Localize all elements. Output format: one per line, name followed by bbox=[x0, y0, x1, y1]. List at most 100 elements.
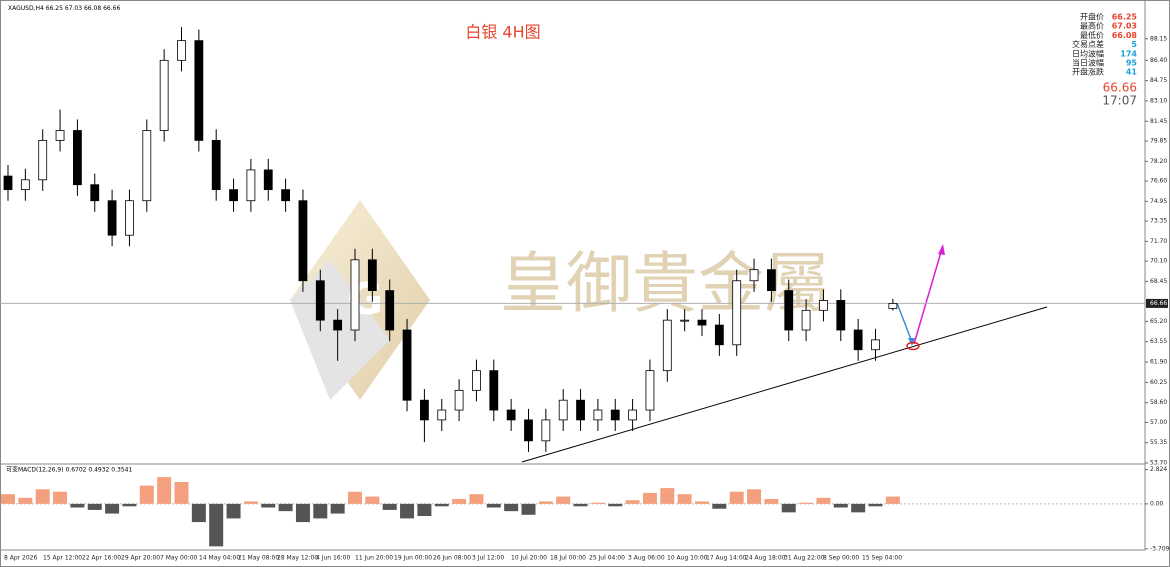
info-label: 交易点差 bbox=[1072, 39, 1104, 49]
candle-body bbox=[749, 269, 759, 282]
macd-bar bbox=[851, 503, 866, 513]
macd-bar bbox=[105, 503, 120, 514]
macd-bar bbox=[747, 489, 762, 504]
macd-bar bbox=[122, 503, 137, 507]
info-label: 开盘涨跌 bbox=[1072, 67, 1104, 77]
macd-bar bbox=[209, 503, 224, 547]
candle-body bbox=[159, 59, 169, 131]
info-value: 95 bbox=[1126, 59, 1138, 68]
macd-bar bbox=[521, 503, 536, 515]
y-tick-label: 60.25 bbox=[1150, 379, 1167, 386]
info-value: 5 bbox=[1131, 40, 1137, 49]
macd-bar bbox=[365, 496, 380, 504]
info-value: 66.25 bbox=[1112, 13, 1138, 22]
candle-body bbox=[419, 399, 429, 421]
y-tick-label: 57.00 bbox=[1150, 419, 1167, 426]
blue-arrow bbox=[896, 302, 913, 343]
macd-bar bbox=[556, 496, 571, 504]
candle-body bbox=[333, 319, 343, 331]
y-tick-label: 53.70 bbox=[1150, 460, 1167, 467]
candle-body bbox=[524, 419, 533, 442]
candle-body bbox=[177, 40, 186, 61]
macd-tick-label: 0.00 bbox=[1150, 500, 1164, 507]
x-tick-label: 18 Jul 00:00 bbox=[550, 555, 586, 562]
x-tick-label: 15 Sep 04:00 bbox=[862, 555, 902, 562]
macd-bar bbox=[382, 503, 397, 510]
info-value: 174 bbox=[1120, 49, 1137, 58]
header: XAGUSD,H4 66.25 67.03 66.08 66.66 bbox=[8, 5, 120, 12]
x-tick-label: 31 Aug 22:00 bbox=[784, 555, 825, 562]
macd-bar bbox=[764, 499, 779, 504]
candle-body bbox=[662, 319, 672, 372]
macd-bar bbox=[469, 494, 484, 504]
candle-body bbox=[472, 370, 481, 391]
price-tag bbox=[1146, 298, 1168, 308]
macd-bar bbox=[139, 485, 154, 504]
symbol: XAGUSD,H4 bbox=[8, 5, 44, 12]
candle-body bbox=[20, 179, 30, 191]
y-tick-label: 71.70 bbox=[1150, 238, 1167, 245]
macd-bar bbox=[400, 503, 415, 519]
macd-bar bbox=[625, 500, 640, 504]
macd-bar bbox=[486, 503, 501, 508]
last-price: 66.66 bbox=[1103, 81, 1137, 95]
candle-body bbox=[732, 280, 742, 346]
macd-bar bbox=[504, 503, 519, 512]
candle-body bbox=[385, 290, 395, 331]
macd-bar bbox=[313, 503, 328, 519]
clock: 17:07 bbox=[1102, 94, 1137, 108]
candle-body bbox=[194, 40, 204, 141]
x-tick-label: 11 Jun 20:00 bbox=[355, 555, 393, 562]
candle-body bbox=[836, 300, 846, 331]
candle-body bbox=[819, 300, 828, 311]
candle-body bbox=[645, 370, 655, 411]
macd-bar bbox=[226, 503, 241, 519]
candle-body bbox=[454, 389, 464, 411]
macd-tick-label: 2.824 bbox=[1150, 466, 1167, 473]
x-tick-label: 14 May 04:00 bbox=[199, 555, 240, 562]
x-tick-label: 8 Sep 00:00 bbox=[823, 555, 859, 562]
candle-body bbox=[3, 175, 13, 191]
candle-body bbox=[576, 399, 585, 421]
candle-body bbox=[541, 419, 551, 442]
trend-line bbox=[521, 306, 1048, 463]
candle-body bbox=[767, 269, 776, 292]
macd-bar bbox=[278, 503, 293, 512]
macd-bar bbox=[660, 488, 675, 504]
macd-bar bbox=[191, 503, 206, 523]
x-tick-label: 22 Apr 16:00 bbox=[82, 555, 121, 562]
x-tick-label: 24 Aug 18:00 bbox=[745, 555, 786, 562]
macd-bar bbox=[608, 503, 623, 507]
candle-body bbox=[367, 259, 377, 292]
x-tick-label: 25 Jul 04:00 bbox=[589, 555, 625, 562]
macd-bar bbox=[157, 477, 172, 504]
candle-body bbox=[714, 324, 724, 346]
macd-bar bbox=[677, 494, 692, 504]
candle-body bbox=[298, 200, 308, 282]
y-tick-label: 74.95 bbox=[1150, 198, 1167, 205]
info-value: 67.03 bbox=[1112, 22, 1137, 31]
magenta-arrow bbox=[913, 251, 942, 345]
info-label: 最高价 bbox=[1080, 21, 1104, 31]
candle-body bbox=[281, 189, 291, 202]
macd-bar bbox=[885, 496, 900, 504]
x-tick-label: 4 Jun 16:00 bbox=[316, 555, 350, 562]
macd-bar bbox=[799, 502, 814, 504]
macd-bar bbox=[1, 494, 15, 504]
candle-body bbox=[801, 309, 811, 331]
info-panel: 开盘价 66.25 最高价 67.03 最低价 66.08 交易点差 5 日均波幅 174 当日波幅… bbox=[1072, 12, 1137, 77]
macd-bar bbox=[434, 503, 449, 507]
magenta-arrow-head bbox=[938, 244, 945, 255]
candle-body bbox=[888, 303, 898, 309]
x-tick-label: 3 Jul 12:00 bbox=[472, 555, 504, 562]
candle-body bbox=[437, 409, 447, 421]
candle-body bbox=[107, 200, 117, 236]
x-tick-label: 10 Aug 10:00 bbox=[667, 555, 708, 562]
x-tick-label: 29 Apr 20:00 bbox=[121, 555, 160, 562]
macd-bar bbox=[35, 489, 50, 504]
candle-body bbox=[73, 130, 82, 186]
macd-bar bbox=[174, 482, 189, 504]
info-label: 最低价 bbox=[1080, 30, 1104, 40]
y-tick-label: 78.20 bbox=[1150, 158, 1167, 165]
